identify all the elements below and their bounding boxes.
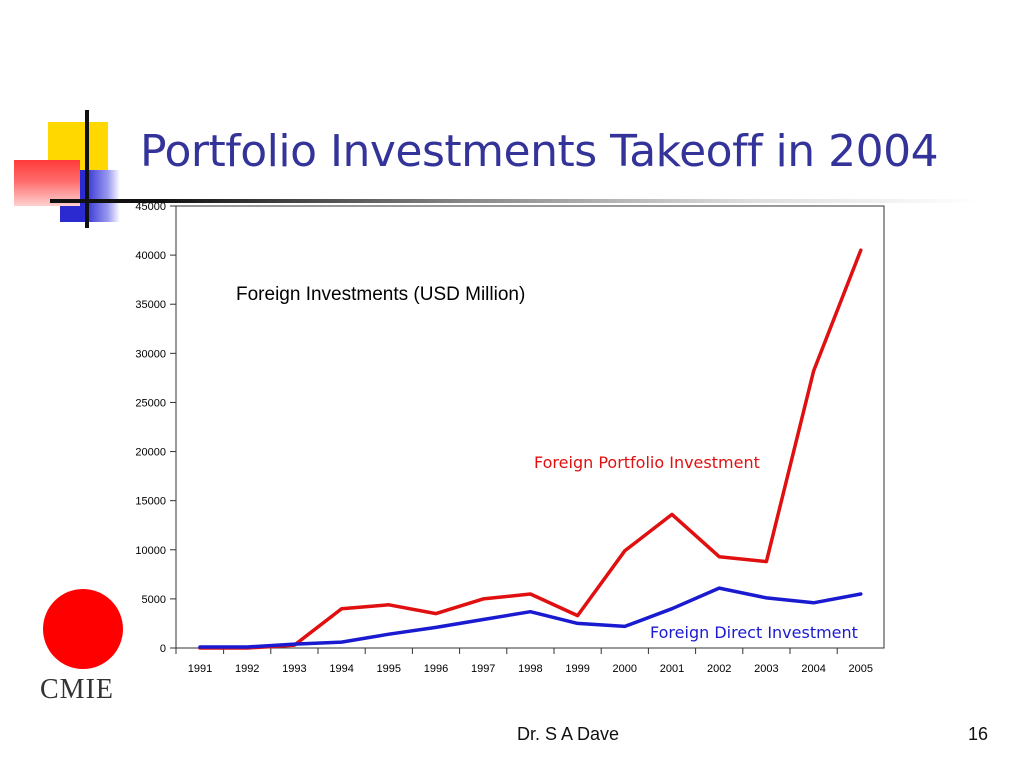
y-tick-label: 10000: [135, 545, 166, 557]
y-tick-label: 40000: [135, 250, 166, 262]
y-tick-label: 15000: [135, 496, 166, 508]
y-tick-label: 5000: [142, 594, 166, 606]
y-tick-label: 20000: [135, 447, 166, 459]
y-tick-label: 30000: [135, 348, 166, 360]
x-tick-label: 2001: [660, 663, 684, 675]
x-tick-label: 1999: [565, 663, 589, 675]
decor-red-square: [14, 160, 80, 206]
x-tick-label: 2000: [613, 663, 637, 675]
cmie-logo-circle: [43, 589, 123, 669]
slide-title: Portfolio Investments Takeoff in 2004: [140, 126, 939, 177]
cmie-logo-text: CMIE: [40, 674, 114, 705]
y-tick-label: 35000: [135, 299, 166, 311]
y-tick-label: 45000: [135, 201, 166, 213]
x-tick-label: 1998: [518, 663, 542, 675]
plot-area: [175, 205, 885, 649]
footer-author: Dr. S A Dave: [517, 724, 620, 744]
x-tick-label: 2002: [707, 663, 731, 675]
decor-vertical-line: [85, 110, 89, 228]
x-tick-label: 1994: [329, 663, 353, 675]
series-line-fdi: [198, 586, 863, 649]
x-tick-label: 1991: [188, 663, 212, 675]
y-tick-label: 25000: [135, 397, 166, 409]
y-tick-label: 0: [160, 643, 166, 655]
series-line-fpi: [198, 248, 863, 650]
x-tick-label: 2003: [754, 663, 778, 675]
x-tick-label: 1992: [235, 663, 259, 675]
y-tick-group: 0 5000 10000 15000 20000 25000 30000 35000 40000…: [135, 201, 176, 655]
series-label-fpi: Foreign Portfolio Investment: [534, 453, 760, 472]
series-group: [198, 248, 863, 650]
chart-title: Foreign Investments (USD Million): [236, 284, 525, 305]
slide-number: 16: [968, 724, 989, 744]
x-tick-label: 1996: [424, 663, 448, 675]
series-label-fdi: Foreign Direct Investment: [650, 623, 858, 642]
x-tick-label: 1995: [377, 663, 401, 675]
x-tick-label: 1993: [282, 663, 306, 675]
title-rule: [50, 199, 980, 203]
x-tick-label: 2004: [801, 663, 825, 675]
x-tick-label: 2005: [849, 663, 873, 675]
x-tick-label: 1997: [471, 663, 495, 675]
x-tick-group: 1991 1992 1993 1994 1995 1996 1997 1998 1999 2000…: [175, 648, 873, 675]
